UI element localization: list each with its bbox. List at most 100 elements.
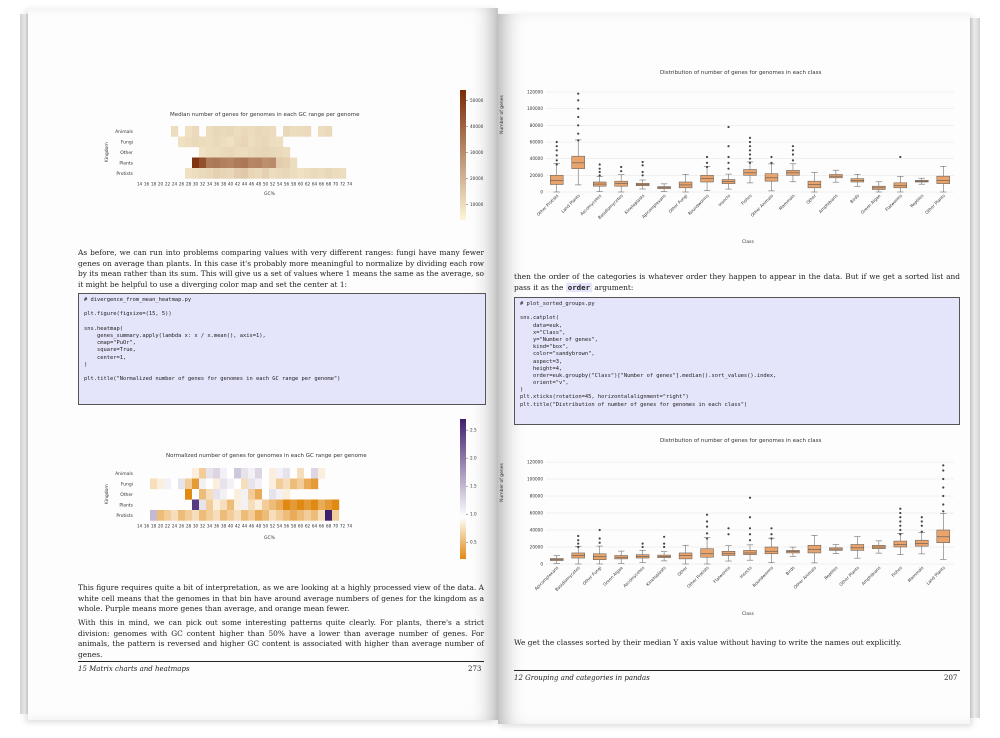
heatmap-x-tick: 26 (179, 182, 185, 187)
heatmap-cell (192, 468, 200, 479)
code-line: order=euk.groupby("Class")["Number of ge… (520, 372, 777, 379)
heatmap-cell (276, 157, 284, 169)
heatmap-cell (304, 510, 312, 521)
boxplot-outlier (577, 92, 580, 95)
heatmap-cell (227, 168, 235, 179)
heatmap-cell (213, 468, 221, 479)
boxplot1-xlabel: Class (742, 240, 754, 245)
boxplot-outlier (641, 542, 644, 545)
heatmap-x-tick: 52 (270, 524, 276, 529)
heatmap-cell (241, 126, 249, 137)
boxplot-x-tick: Other (676, 565, 688, 577)
boxplot1-title: Distribution of number of genes for geno… (660, 70, 822, 76)
colorbar-tick: 50000 (470, 98, 484, 103)
heatmap-cell (241, 478, 249, 490)
heatmap-cell (220, 136, 228, 148)
heatmap-cell (276, 468, 284, 479)
heatmap-cell (234, 168, 242, 179)
boxplot-outlier (577, 99, 580, 102)
boxplot-outlier (705, 155, 709, 159)
colorbar-tick: 1.0 (470, 512, 477, 517)
heatmap-cell (164, 478, 172, 490)
code-line: orient="v", (520, 380, 569, 387)
boxplot-outlier (727, 155, 730, 159)
colorbar-tick: 10000 (470, 202, 484, 207)
heatmap2-xlabel: GC% (264, 536, 275, 541)
heatmap-cell (297, 468, 305, 479)
boxplot-unsorted: Distribution of number of genes for geno… (500, 64, 958, 254)
boxplot-outlier (748, 516, 752, 519)
heatmap-cell (262, 157, 270, 169)
boxplot-outlier (770, 537, 773, 540)
heatmap-cell (227, 478, 235, 490)
left-footer-title: 15 Matrix charts and heatmaps (78, 665, 190, 673)
heatmap-cell (276, 510, 284, 521)
heatmap2-svg: Animals Fungi Other Plants Protists Kingdom 14… (104, 419, 477, 559)
code-line: height=4, (520, 365, 563, 372)
boxplot-outlier (748, 533, 752, 536)
boxplot-x-tick: Roundworms (687, 193, 710, 216)
heatmap-cell (234, 468, 242, 479)
heatmap-cell (255, 136, 263, 148)
heatmap-cell (220, 157, 228, 169)
heatmap-cell (325, 499, 333, 511)
boxplot-outlier (705, 161, 709, 164)
paragraph-order-pre: then the order of the categories is what… (514, 272, 960, 292)
heatmap-cell (248, 468, 256, 479)
heatmap-row-label: Protists (116, 171, 133, 177)
code-line: aspect=3, (520, 358, 563, 365)
code-line: genes_summary.apply(lambda x: x / x.mean… (84, 332, 266, 339)
heatmap-cell (227, 157, 235, 169)
heatmap-x-tick: 38 (221, 524, 227, 529)
heatmap-cell (290, 499, 298, 511)
boxplot2-title: Distribution of number of genes for geno… (660, 438, 822, 444)
heatmap1-svg: Animals Fungi Other Plants Protists Kingdom 14… (104, 90, 484, 220)
heatmap-cell (283, 157, 291, 169)
boxplot-outlier (555, 145, 558, 148)
code-line (520, 308, 954, 315)
boxplot-x-tick: Amphibians (861, 565, 882, 586)
heatmap-cell (248, 478, 256, 490)
boxplot-x-tick: Land Plants (925, 565, 946, 586)
heatmap-cell (185, 489, 193, 500)
right-page: Distribution of number of genes for geno… (498, 14, 970, 724)
heatmap-cell (318, 510, 326, 521)
heatmap-cell (227, 126, 235, 137)
heatmap-cell (283, 478, 291, 490)
heatmap-cell (290, 468, 298, 479)
heatmap-cell (213, 489, 221, 500)
boxplot-outlier (577, 107, 580, 110)
heatmap-cell (255, 126, 263, 137)
boxplot-box (764, 173, 779, 182)
heatmap-x-tick: 30 (193, 524, 199, 529)
heatmap-median-genes: Median number of genes for genomes in ea… (78, 80, 498, 230)
boxplot-x-tick: Insects (717, 193, 731, 207)
boxplot2-xlabel: Class (742, 612, 754, 617)
paragraph-sorted-result: We get the classes sorted by their media… (514, 638, 902, 647)
code-line: y="Number of genes", (520, 336, 598, 343)
heatmap-colorbar (460, 419, 466, 559)
heatmap-cell (297, 168, 305, 179)
heatmap-cell (311, 168, 319, 179)
heatmap-cell (248, 489, 256, 500)
boxplot-outlier (577, 545, 580, 549)
heatmap-x-tick: 52 (270, 182, 276, 187)
boxplot-outlier (620, 170, 623, 173)
boxplot-x-tick: Mammals (907, 565, 925, 583)
heatmap-x-tick: 34 (207, 182, 213, 187)
heatmap-cell (339, 168, 347, 179)
code-line: ) (84, 361, 88, 368)
boxplot-outlier (598, 528, 601, 532)
boxplot-outlier (705, 537, 709, 540)
heatmap-x-tick: 42 (235, 524, 241, 529)
heatmap-x-tick: 46 (249, 524, 255, 529)
heatmap-cell (220, 489, 228, 500)
heatmap-row-label: Other (120, 150, 133, 156)
heatmap-cell (255, 499, 263, 511)
heatmap-cell (304, 168, 312, 179)
heatmap-cell (290, 168, 298, 179)
boxplot-outlier (727, 533, 730, 536)
heatmap-row-label: Other (120, 492, 133, 498)
boxplot-outlier (791, 153, 795, 156)
heatmap-cell (283, 126, 291, 137)
